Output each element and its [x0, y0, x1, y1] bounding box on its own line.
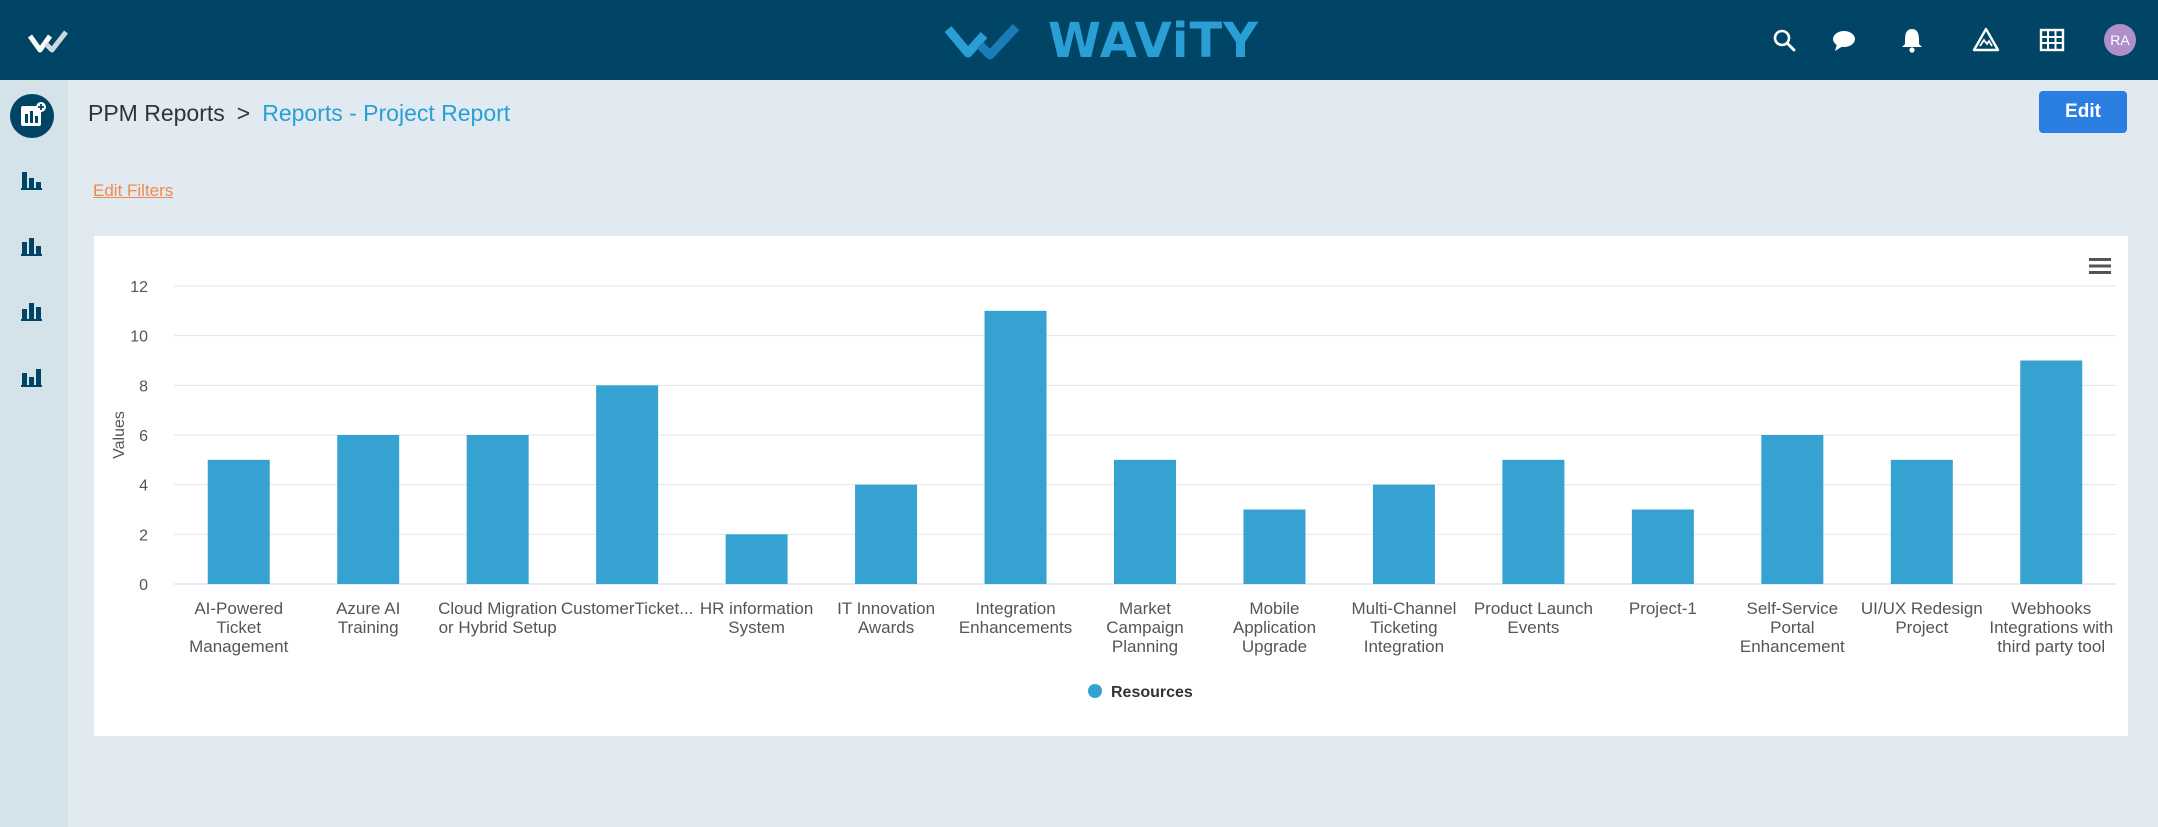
x-tick-label: HR information System: [700, 599, 813, 637]
user-avatar[interactable]: RA: [2104, 24, 2136, 56]
chart-card: 0 2 4 6 8 10 12 Values AI-Powered Ticket Managemen…: [94, 236, 2128, 736]
x-tick-label: Project-1: [1629, 599, 1697, 618]
x-tick-label: AI-Powered Ticket Management: [189, 599, 289, 656]
sidebar-item-add-report[interactable]: [10, 94, 54, 138]
bar: [466, 435, 529, 584]
bar-chart-icon: [21, 172, 42, 190]
x-tick-label: Azure AI Training: [336, 599, 400, 637]
y-tick-label: 12: [130, 279, 148, 296]
breadcrumb-current: Reports - Project Report: [262, 99, 511, 126]
y-tick-label: 2: [139, 527, 148, 544]
y-tick-label: 0: [139, 577, 148, 594]
x-tick-label: CustomerTicket...: [561, 599, 694, 618]
y-tick-label: 6: [139, 428, 148, 445]
bar-chart-icon: [21, 303, 42, 321]
y-tick-label: 10: [130, 329, 148, 346]
bar: [1761, 435, 1824, 584]
edit-button[interactable]: Edit: [2039, 91, 2127, 133]
bar: [337, 435, 400, 584]
legend-label: Resources: [1111, 684, 1193, 701]
search-icon[interactable]: [1770, 26, 1798, 54]
bar: [596, 385, 659, 584]
brand-mark-icon: [944, 23, 1020, 60]
add-report-icon: [21, 102, 46, 126]
x-tick-label: Product Launch Events: [1474, 599, 1593, 637]
bar: [1890, 459, 1953, 584]
y-tick-label: 4: [139, 478, 148, 495]
x-tick-label: Mobile Application Upgrade: [1233, 599, 1316, 656]
bar: [725, 534, 788, 584]
wavity-mark-icon[interactable]: [28, 26, 80, 54]
y-tick-label: 8: [139, 378, 148, 395]
chart-menu-icon[interactable]: [2088, 256, 2112, 276]
bar: [1502, 459, 1565, 584]
x-tick-label: IT Innovation Awards: [837, 599, 935, 637]
bar: [2020, 360, 2083, 584]
bar: [207, 459, 270, 584]
x-tick-label: Cloud Migration or Hybrid Setup: [438, 599, 557, 637]
bar: [1243, 509, 1306, 584]
bar: [1114, 459, 1176, 584]
y-axis-label: Values: [111, 411, 128, 459]
breadcrumb-separator: >: [236, 99, 251, 126]
bar-chart-icon: [21, 369, 42, 387]
chat-icon[interactable]: [1830, 26, 1858, 54]
sidebar: [0, 80, 68, 827]
sidebar-item-report-4[interactable]: [10, 355, 54, 399]
breadcrumb-parent[interactable]: PPM Reports: [88, 99, 225, 126]
top-bar: WAViTY RA: [0, 0, 2158, 80]
bell-icon[interactable]: [1898, 26, 1926, 54]
brand-logo: WAViTY: [944, 12, 1259, 70]
x-tick-label: Self-Service Portal Enhancement: [1740, 599, 1845, 656]
sidebar-item-report-2[interactable]: [10, 224, 54, 268]
bar-chart-icon: [21, 238, 42, 256]
x-tick-label: Webhooks Integrations with third party too…: [1989, 599, 2113, 656]
brand-text: WAViTY: [1048, 13, 1259, 69]
edit-filters-link[interactable]: Edit Filters: [93, 181, 174, 200]
bar: [1631, 509, 1694, 584]
grid-icon[interactable]: [2038, 26, 2066, 54]
breadcrumb: PPM Reports > Reports - Project Report: [88, 98, 510, 128]
x-tick-label: Multi-Channel Ticketing Integration: [1351, 599, 1456, 656]
x-tick-label: Integration Enhancements: [959, 599, 1072, 637]
x-tick-label: Market Campaign Planning: [1106, 599, 1184, 656]
resources-bar-chart: 0 2 4 6 8 10 12 Values AI-Powered Ticket Managemen…: [111, 279, 2116, 701]
bar: [1372, 484, 1435, 584]
warning-icon[interactable]: [1972, 26, 2000, 54]
x-tick-label: UI/UX Redesign Project: [1861, 599, 1983, 637]
legend-marker: [1088, 684, 1102, 698]
bar: [855, 484, 918, 584]
sidebar-item-report-3[interactable]: [10, 289, 54, 333]
bar: [984, 310, 1047, 584]
sidebar-item-report-1[interactable]: [10, 158, 54, 202]
